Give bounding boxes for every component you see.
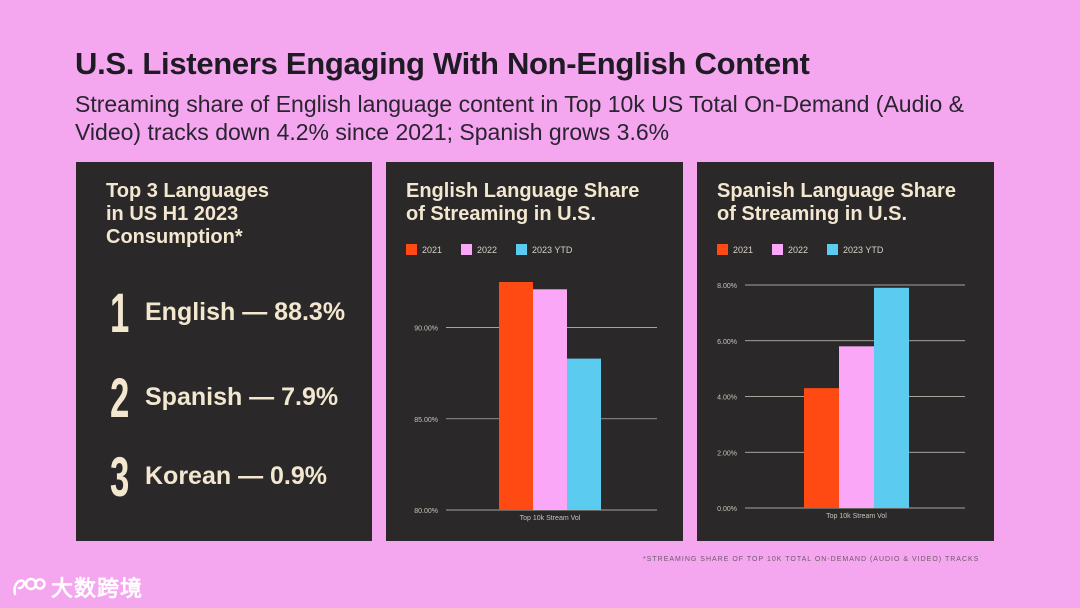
chart-title: English Language Share of Streaming in U… — [406, 180, 676, 226]
legend-swatch — [827, 244, 838, 255]
language-share-text: Korean — 0.9% — [145, 462, 328, 490]
spanish-share-chart-panel: Spanish Language Share of Streaming in U… — [697, 162, 994, 541]
legend-swatch — [516, 244, 527, 255]
rank-number: 2 — [110, 366, 130, 429]
bar — [567, 358, 601, 510]
page-subtitle: Streaming share of English language cont… — [75, 91, 965, 145]
y-tick-label: 80.00% — [414, 508, 438, 515]
legend-swatch — [406, 244, 417, 255]
language-share-text: English — 88.3% — [145, 298, 346, 326]
top-languages-title-line: Top 3 Languages — [106, 180, 269, 202]
legend-label: 2022 — [788, 245, 808, 255]
top-languages-title-line: Consumption* — [106, 226, 243, 248]
legend-swatch — [772, 244, 783, 255]
y-tick-label: 0.00% — [717, 506, 737, 513]
chart-title-line: English Language Share — [406, 180, 640, 202]
watermark-logo-icon — [13, 577, 46, 596]
y-tick-label: 2.00% — [717, 450, 737, 457]
x-tick-label: Top 10k Stream Vol — [826, 513, 887, 520]
y-tick-label: 6.00% — [717, 339, 737, 346]
legend-label: 2021 — [422, 245, 442, 255]
y-tick-label: 85.00% — [414, 417, 438, 424]
english-share-bar-chart: 2021 2022 2023 YTD 80.00% 85.00% 90.00% Top 10… — [406, 244, 657, 522]
y-tick-label: 4.00% — [717, 395, 737, 402]
legend-label: 2023 YTD — [532, 245, 573, 255]
bar — [804, 388, 839, 508]
rank-number: 1 — [110, 281, 130, 344]
chart-title: Spanish Language Share of Streaming in U… — [717, 180, 987, 226]
bar — [874, 287, 909, 508]
language-row-english: 1 English — 88.3% — [110, 283, 370, 343]
watermark: 大数跨境 — [12, 572, 143, 602]
top-languages-title: Top 3 Languages in US H1 2023 Consumptio… — [106, 180, 269, 249]
chart-title-line: of Streaming in U.S. — [406, 203, 597, 225]
legend-swatch — [461, 244, 472, 255]
language-row-korean: 3 Korean — 0.9% — [110, 447, 370, 507]
watermark-text: 大数跨境 — [51, 576, 144, 601]
bar — [839, 346, 874, 508]
chart-title-line: Spanish Language Share — [717, 180, 956, 202]
y-tick-label: 8.00% — [717, 283, 737, 290]
legend-swatch — [717, 244, 728, 255]
y-tick-label: 90.00% — [414, 326, 438, 333]
footnote: *STREAMING SHARE OF TOP 10K TOTAL ON-DEM… — [643, 556, 980, 563]
top-languages-panel: Top 3 Languages in US H1 2023 Consumptio… — [76, 162, 372, 541]
x-tick-label: Top 10k Stream Vol — [520, 515, 581, 522]
language-share-text: Spanish — 7.9% — [145, 383, 339, 411]
legend-label: 2023 YTD — [843, 245, 884, 255]
bar — [499, 282, 533, 510]
legend-label: 2021 — [733, 245, 753, 255]
chart-title-line: of Streaming in U.S. — [717, 203, 908, 225]
legend-label: 2022 — [477, 245, 497, 255]
top-languages-title-line: in US H1 2023 — [106, 203, 239, 225]
spanish-share-bar-chart: 2021 2022 2023 YTD 0.00% 2.00% 4.00% 6.00% 8.00… — [717, 244, 965, 520]
language-row-spanish: 2 Spanish — 7.9% — [110, 368, 370, 428]
rank-number: 3 — [110, 445, 130, 508]
english-share-chart-panel: English Language Share of Streaming in U… — [386, 162, 683, 541]
bar — [533, 289, 567, 510]
page-title: U.S. Listeners Engaging With Non-English… — [75, 46, 810, 81]
